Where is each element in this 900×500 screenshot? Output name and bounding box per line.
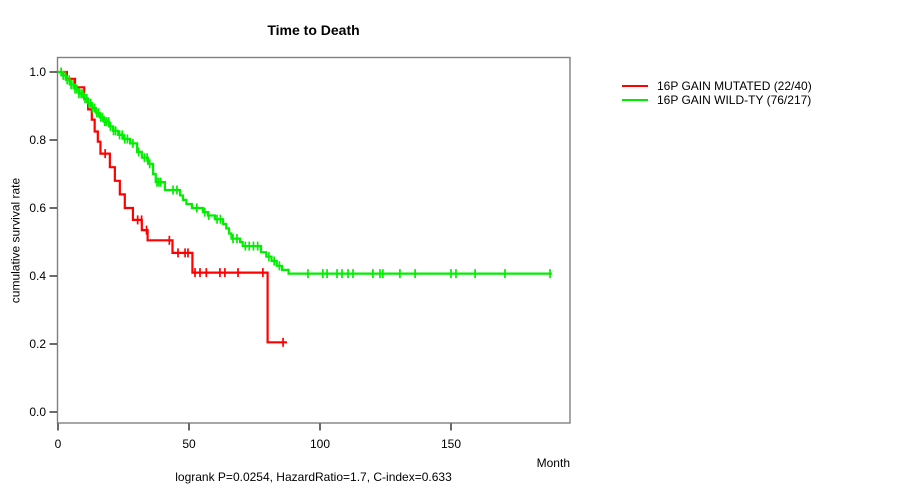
legend-line-wildtype-icon [622, 99, 648, 101]
legend-label-mutated: 16P GAIN MUTATED (22/40) [657, 79, 812, 93]
chart-footnote: logrank P=0.0254, HazardRatio=1.7, C-ind… [175, 470, 452, 484]
y-tick-label: 0.4 [29, 269, 46, 283]
plot-frame [56, 56, 571, 424]
legend-item-wildtype: 16P GAIN WILD-TY (76/217) [622, 93, 812, 107]
x-tick-label: 100 [310, 437, 330, 451]
chart-title: Time to Death [267, 22, 360, 38]
survival-curve-0 [58, 70, 287, 344]
x-tick-label: 150 [441, 437, 461, 451]
y-axis-title: cumulative survival rate [8, 177, 23, 304]
legend-line-mutated-icon [622, 85, 648, 87]
legend: 16P GAIN MUTATED (22/40) 16P GAIN WILD-T… [622, 79, 812, 107]
x-tick-label: 0 [55, 437, 62, 451]
y-tick-label: 0.0 [29, 405, 46, 419]
y-tick-label: 0.2 [29, 337, 46, 351]
survival-curve-1 [58, 70, 552, 275]
y-tick-label: 0.8 [29, 133, 46, 147]
legend-label-wildtype: 16P GAIN WILD-TY (76/217) [657, 93, 812, 107]
legend-item-mutated: 16P GAIN MUTATED (22/40) [622, 79, 812, 93]
y-tick-label: 0.6 [29, 201, 46, 215]
x-axis-title: Month [536, 456, 570, 470]
y-tick-label: 1.0 [29, 65, 46, 79]
x-tick-label: 50 [182, 437, 196, 451]
